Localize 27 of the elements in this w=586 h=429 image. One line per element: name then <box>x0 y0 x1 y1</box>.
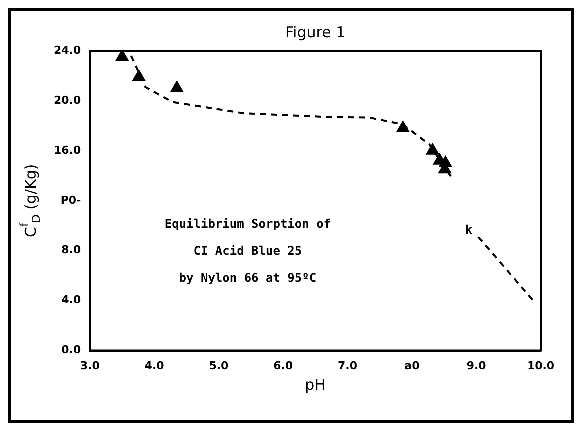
y-tick-label: 8.0 <box>62 244 82 257</box>
x-tick-label: 10.0 <box>527 359 555 372</box>
point <box>426 144 439 155</box>
annotation: k <box>465 223 474 238</box>
y-tick-label: 4.0 <box>62 294 82 307</box>
y-tick-label: 0.0 <box>62 344 82 357</box>
x-tick-label: 6.0 <box>274 359 294 372</box>
point <box>396 121 410 132</box>
x-axis-title: pH <box>305 376 326 394</box>
x-tick-label: a0 <box>404 359 420 372</box>
y-axis-title: CfD (g/Kg) <box>18 164 43 238</box>
annotation: by Nylon 66 at 95ºC <box>179 270 317 285</box>
x-tick-label: 9.0 <box>466 359 487 372</box>
x-tick-label: 4.0 <box>144 359 165 372</box>
annotation: Equilibrium Sorption of <box>164 217 332 232</box>
y-tick-label: P0- <box>60 194 82 207</box>
x-tick-label: 3.0 <box>80 359 100 372</box>
y-tick-label: 24.0 <box>54 44 82 57</box>
point <box>116 51 129 62</box>
point <box>132 70 146 82</box>
chart-title: Figure 1 <box>286 23 346 42</box>
x-tick-label: 5.0 <box>209 359 230 372</box>
y-tick-label: 20.0 <box>54 94 82 107</box>
annotation: CI Acid Blue 25 <box>194 244 302 258</box>
x-tick-label: 7.0 <box>338 359 358 372</box>
point <box>170 81 184 92</box>
y-tick-label: 16.0 <box>54 144 82 157</box>
